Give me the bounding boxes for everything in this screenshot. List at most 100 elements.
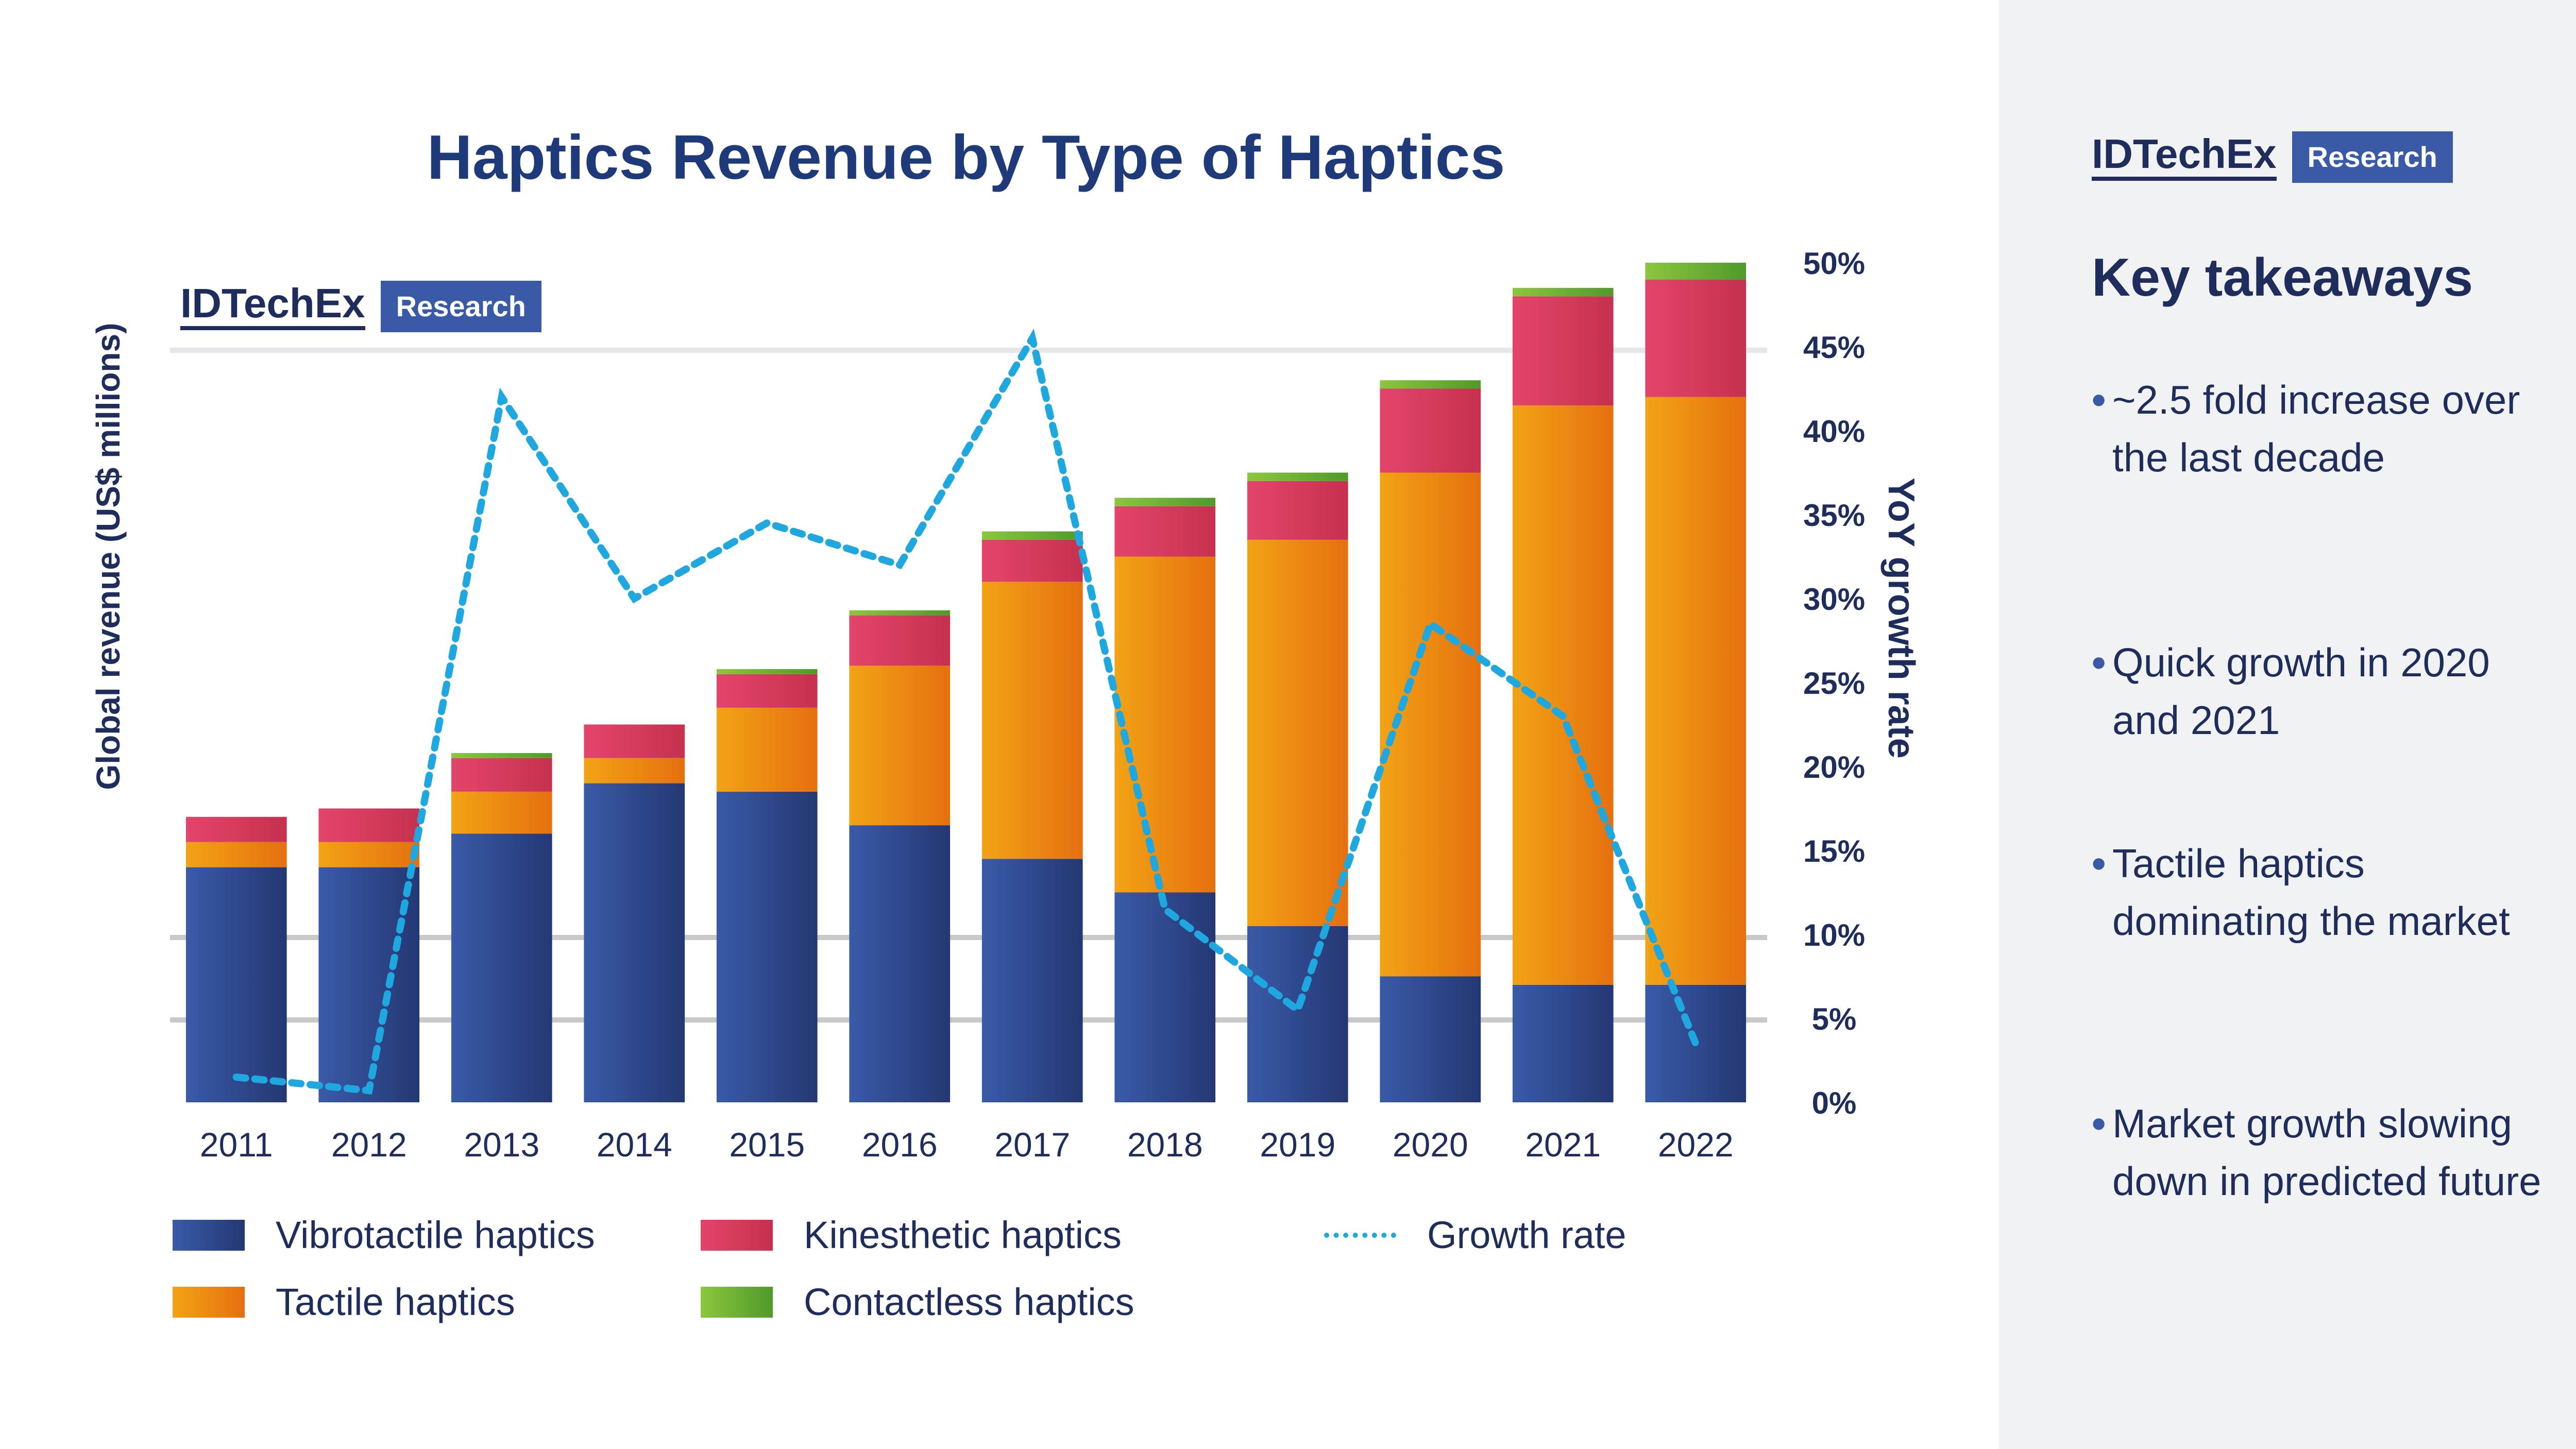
right-tick-label: 20% xyxy=(1803,750,1865,785)
brand-tag: Research xyxy=(380,281,541,332)
bar-contactless xyxy=(849,610,951,616)
right-tick-label: 0% xyxy=(1812,1086,1857,1120)
brand-name: IDTechEx xyxy=(2092,133,2277,181)
bar-tactile xyxy=(1247,539,1348,926)
bar-vibrotactile xyxy=(185,867,287,1102)
x-tick-label: 2019 xyxy=(1260,1126,1335,1164)
bar-kinesthetic xyxy=(1247,481,1348,540)
bar-tactile xyxy=(185,842,287,867)
x-tick-label: 2014 xyxy=(597,1126,672,1164)
chart-title: Haptics Revenue by Type of Haptics xyxy=(427,122,1505,192)
legend-swatch xyxy=(1324,1232,1396,1238)
bullet: • xyxy=(2092,640,2106,685)
chart-panel: Haptics Revenue by Type of Haptics IDTec… xyxy=(90,122,1922,1324)
x-tick-label: 2018 xyxy=(1127,1126,1203,1164)
right-tick-label: 35% xyxy=(1803,498,1865,533)
chart-svg: 2011 2012 2013 2014 2015 2016 2017 2018 2019 2020… xyxy=(170,246,1865,1164)
bar-vibrotactile xyxy=(849,825,951,1102)
brand-name: IDTechEx xyxy=(180,283,365,330)
bar-vibrotactile xyxy=(584,783,685,1102)
takeaway-text: Market growth slowing down in predicted … xyxy=(2112,1101,2541,1204)
bar-tactile xyxy=(451,791,552,834)
bar-kinesthetic xyxy=(584,724,685,758)
right-tick-label: 40% xyxy=(1803,414,1865,449)
bar-contactless xyxy=(1114,498,1216,506)
legend-label: Contactless haptics xyxy=(804,1281,1134,1323)
x-tick-label: 2020 xyxy=(1393,1126,1468,1164)
x-tick-label: 2016 xyxy=(862,1126,938,1164)
takeaway-text: ~2.5 fold increase over the last decade xyxy=(2112,377,2520,480)
legend-item-contactless: Contactless haptics xyxy=(701,1280,1134,1324)
right-tick-label: 10% xyxy=(1803,918,1865,952)
bar-contactless xyxy=(1645,263,1747,280)
bar-vibrotactile xyxy=(451,833,552,1102)
right-tick-label: 45% xyxy=(1803,330,1865,365)
right-tick-label: 30% xyxy=(1803,582,1865,617)
bar-contactless xyxy=(1380,380,1481,389)
takeaway-text: Tactile haptics dominating the market xyxy=(2112,841,2510,944)
legend-swatch xyxy=(701,1286,773,1318)
bar-kinesthetic xyxy=(1512,296,1614,406)
takeaway-item: • Quick growth in 2020 and 2021 xyxy=(2092,634,2555,749)
bar-contactless xyxy=(451,753,552,758)
bullet: • xyxy=(2092,841,2106,886)
grid-lines xyxy=(170,348,1767,1022)
legend-swatch xyxy=(173,1219,245,1251)
right-tick-label: 50% xyxy=(1803,246,1865,281)
legend-label: Vibrotactile haptics xyxy=(276,1214,595,1256)
chart-brand-logo: IDTechEx Research xyxy=(180,281,541,332)
bars xyxy=(185,263,1747,1102)
bar-vibrotactile xyxy=(1380,976,1481,1102)
bar-tactile xyxy=(849,666,951,826)
bar-kinesthetic xyxy=(716,674,818,708)
right-tick-label: 5% xyxy=(1812,1002,1857,1036)
bar-kinesthetic xyxy=(185,816,287,842)
takeaway-text: Quick growth in 2020 and 2021 xyxy=(2112,640,2490,743)
x-tick-label: 2015 xyxy=(729,1126,805,1164)
bar-kinesthetic xyxy=(318,808,420,842)
bar-contactless xyxy=(1512,287,1614,297)
bar-vibrotactile xyxy=(1247,926,1348,1102)
bar-kinesthetic xyxy=(451,758,552,792)
sidebar-brand-logo: IDTechEx Research xyxy=(2092,131,2453,183)
legend-swatch xyxy=(701,1219,773,1251)
bar-kinesthetic xyxy=(1645,279,1747,397)
bullet: • xyxy=(2092,377,2106,422)
bar-vibrotactile xyxy=(981,859,1083,1102)
legend-item-kinesthetic: Kinesthetic haptics xyxy=(701,1213,1122,1257)
right-tick-label: 15% xyxy=(1803,834,1865,868)
bar-tactile xyxy=(1114,556,1216,893)
x-tick-label: 2011 xyxy=(200,1126,273,1164)
bar-kinesthetic xyxy=(849,615,951,666)
takeaway-item: • Market growth slowing down in predicte… xyxy=(2092,1095,2555,1210)
growth-line xyxy=(232,328,1700,1095)
bar-tactile xyxy=(716,707,818,792)
legend-label: Tactile haptics xyxy=(276,1281,515,1323)
takeaway-item: • Tactile haptics dominating the market xyxy=(2092,834,2555,950)
growth-rate-line xyxy=(232,328,1700,1095)
x-tick-label: 2013 xyxy=(464,1126,539,1164)
bar-kinesthetic xyxy=(981,539,1083,582)
legend-swatch xyxy=(173,1286,245,1318)
x-tick-label: 2012 xyxy=(331,1126,407,1164)
x-tick-labels: 2011 2012 2013 2014 2015 2016 2017 2018 2019 2020… xyxy=(200,1126,1734,1164)
right-tick-label: 25% xyxy=(1803,666,1865,701)
bar-tactile xyxy=(981,582,1083,859)
bullet: • xyxy=(2092,1101,2106,1146)
brand-tag: Research xyxy=(2292,131,2453,183)
bar-tactile xyxy=(318,842,420,867)
legend-label: Growth rate xyxy=(1427,1214,1626,1256)
bar-vibrotactile xyxy=(1512,984,1614,1102)
bar-vibrotactile xyxy=(716,791,818,1102)
bar-contactless xyxy=(981,531,1083,540)
x-tick-label: 2017 xyxy=(994,1126,1070,1164)
legend-item-vibrotactile: Vibrotactile haptics xyxy=(173,1213,595,1257)
bar-tactile xyxy=(584,758,685,783)
bar-tactile xyxy=(1645,397,1747,985)
bar-contactless xyxy=(716,669,818,674)
legend-label: Kinesthetic haptics xyxy=(804,1214,1122,1256)
x-tick-label: 2021 xyxy=(1525,1126,1601,1164)
bar-kinesthetic xyxy=(1380,388,1481,473)
legend-item-growth: Growth rate xyxy=(1324,1213,1626,1257)
legend-item-tactile: Tactile haptics xyxy=(173,1280,515,1324)
